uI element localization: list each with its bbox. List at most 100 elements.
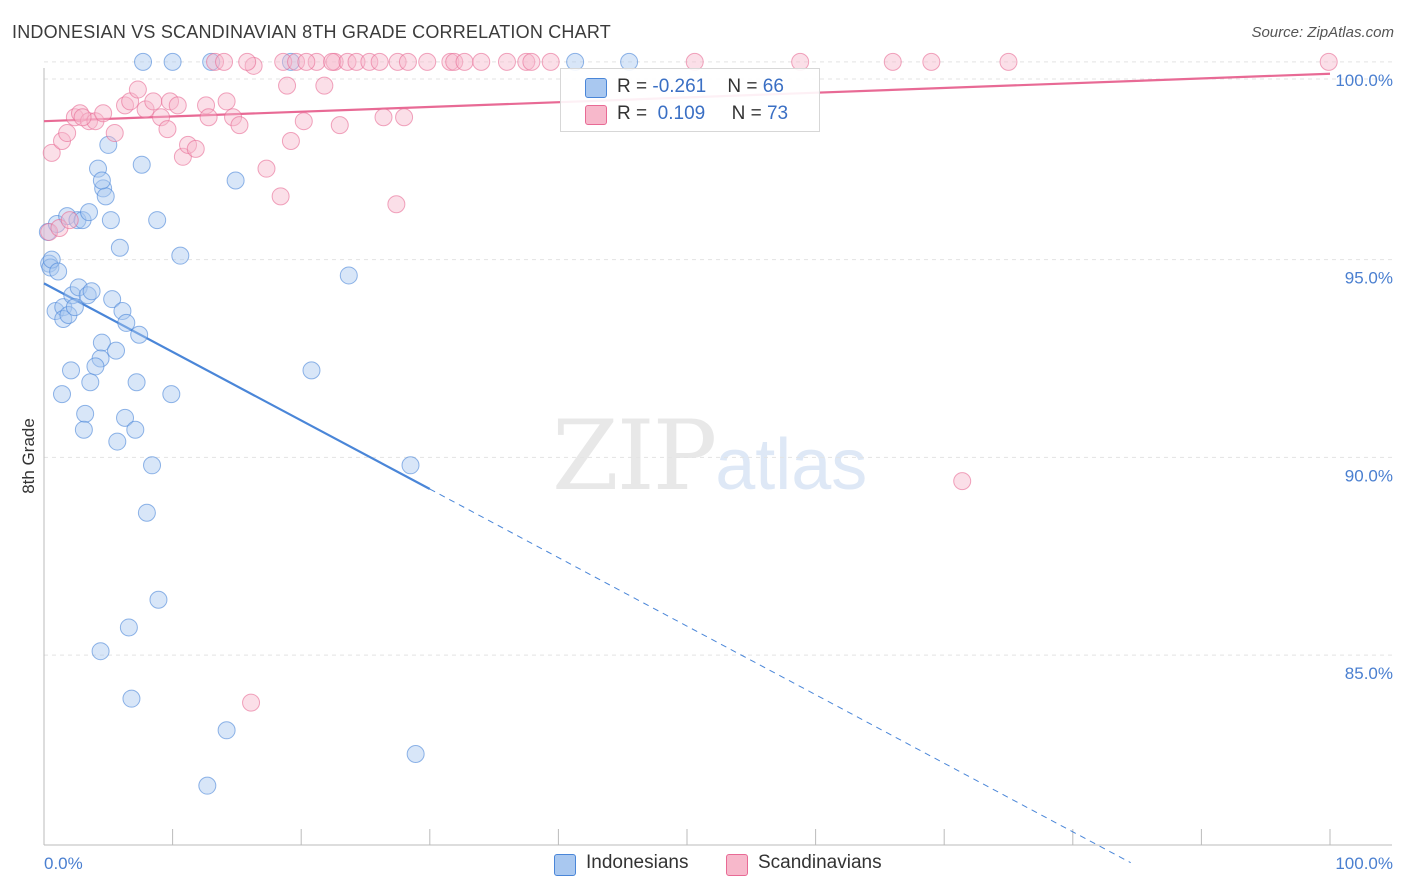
data-point: [922, 52, 941, 71]
data-point: [62, 361, 81, 380]
watermark: ZIPatlas: [552, 400, 867, 512]
data-point: [281, 131, 300, 150]
axes: [43, 68, 1392, 846]
legend-r-value: -0.261: [652, 76, 707, 97]
data-point: [242, 693, 261, 712]
data-point: [370, 52, 389, 71]
data-point: [134, 52, 153, 71]
data-point: [82, 282, 101, 301]
legend-swatch-scandinavians: [585, 105, 607, 125]
data-point: [107, 341, 126, 360]
data-point: [89, 159, 108, 178]
data-point: [92, 171, 111, 190]
data-point: [315, 76, 334, 95]
data-point: [360, 52, 379, 71]
data-point: [541, 52, 560, 71]
data-point: [40, 222, 59, 241]
y-tick-label: 95.0%: [1345, 269, 1393, 288]
data-point: [92, 333, 111, 352]
data-point: [226, 171, 245, 190]
data-point: [80, 203, 99, 222]
data-point: [136, 100, 155, 119]
legend-swatch-indonesians: [585, 78, 607, 98]
data-point: [281, 52, 300, 71]
data-point: [65, 298, 84, 317]
data-point: [1319, 52, 1338, 71]
legend-label-indonesians: Indonesians: [586, 852, 689, 873]
data-point: [130, 325, 149, 344]
x-tick-label: 0.0%: [44, 854, 83, 873]
data-point: [883, 52, 902, 71]
trend-line: [43, 282, 431, 491]
data-point: [388, 52, 407, 71]
y-tick-label: 100.0%: [1335, 71, 1393, 90]
data-point: [374, 108, 393, 127]
series-scandinavians: [40, 52, 1338, 712]
legend-r-label: R =: [617, 76, 653, 97]
data-point: [76, 404, 95, 423]
data-points: [38, 52, 1338, 795]
legend-swatch-scandinavians: [726, 854, 748, 876]
data-point: [455, 52, 474, 71]
data-point: [953, 472, 972, 491]
data-point: [94, 104, 113, 123]
data-point: [395, 108, 414, 127]
watermark-atlas: atlas: [715, 425, 868, 505]
data-point: [81, 373, 100, 392]
trend-lines: [43, 72, 1331, 864]
data-point: [173, 147, 192, 166]
data-point: [74, 420, 93, 439]
data-point: [278, 76, 297, 95]
data-point: [110, 238, 129, 257]
data-point: [53, 385, 72, 404]
legend-r-value: 0.109: [657, 103, 706, 124]
data-point: [217, 721, 236, 740]
data-point: [168, 96, 187, 115]
data-point: [116, 408, 135, 427]
legend-n-label: N =: [731, 103, 767, 124]
data-point: [217, 92, 236, 111]
watermark-zip: ZIP: [552, 400, 717, 512]
data-point: [287, 52, 306, 71]
data-point: [297, 52, 316, 71]
legend-n-value: 73: [766, 103, 789, 124]
data-point: [122, 689, 141, 708]
data-point: [198, 776, 217, 795]
data-point: [215, 52, 234, 71]
data-point: [202, 52, 221, 71]
y-tick-label: 90.0%: [1345, 466, 1393, 485]
data-point: [117, 313, 136, 332]
x-tick-label: 100.0%: [1335, 854, 1393, 873]
data-point: [339, 266, 358, 285]
legend-label-scandinavians: Scandinavians: [758, 852, 882, 873]
data-point: [186, 139, 205, 158]
data-point: [171, 246, 190, 265]
data-point: [330, 116, 349, 135]
data-point: [91, 642, 110, 661]
legend-n-label: N =: [727, 76, 763, 97]
data-point: [401, 456, 420, 475]
data-point: [347, 52, 366, 71]
data-point: [96, 187, 115, 206]
data-point: [127, 373, 146, 392]
data-point: [143, 456, 162, 475]
data-point: [103, 290, 122, 309]
data-point: [49, 262, 68, 281]
data-point: [86, 357, 105, 376]
data-point: [42, 250, 61, 269]
data-point: [230, 116, 249, 135]
data-point: [274, 52, 293, 71]
legend-swatch-indonesians: [554, 854, 576, 876]
data-point: [445, 52, 464, 71]
data-point: [472, 52, 491, 71]
data-point: [158, 120, 177, 139]
data-point: [387, 195, 406, 214]
data-point: [522, 52, 541, 71]
data-point: [197, 96, 216, 115]
axis-labels: 85.0% 90.0% 95.0% 100.0% 0.0% 100.0% 8th Grade: [19, 71, 1393, 873]
data-point: [58, 124, 77, 143]
data-point: [497, 52, 516, 71]
data-point: [162, 385, 181, 404]
correlation-legend: R = -0.261 N = 66 R = 0.109 N = 73: [560, 68, 820, 132]
